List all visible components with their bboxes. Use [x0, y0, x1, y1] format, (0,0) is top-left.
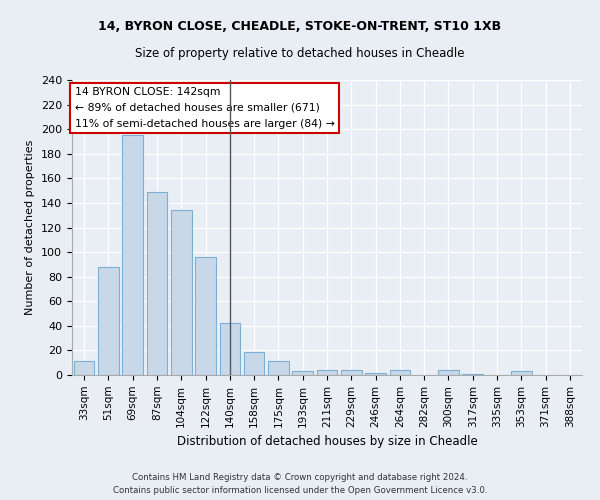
- Y-axis label: Number of detached properties: Number of detached properties: [25, 140, 35, 315]
- Bar: [220, 324, 240, 375]
- Bar: [268, 362, 289, 375]
- Bar: [341, 370, 362, 375]
- Text: 14 BYRON CLOSE: 142sqm
← 89% of detached houses are smaller (671)
11% of semi-de: 14 BYRON CLOSE: 142sqm ← 89% of detached…: [74, 88, 334, 128]
- Bar: [292, 372, 313, 375]
- Bar: [438, 370, 459, 375]
- Bar: [317, 370, 337, 375]
- Bar: [365, 372, 386, 375]
- Bar: [171, 210, 191, 375]
- Bar: [389, 370, 410, 375]
- Bar: [146, 192, 167, 375]
- Bar: [122, 136, 143, 375]
- Text: 14, BYRON CLOSE, CHEADLE, STOKE-ON-TRENT, ST10 1XB: 14, BYRON CLOSE, CHEADLE, STOKE-ON-TRENT…: [98, 20, 502, 33]
- Text: Size of property relative to detached houses in Cheadle: Size of property relative to detached ho…: [135, 48, 465, 60]
- Bar: [511, 372, 532, 375]
- Text: Contains HM Land Registry data © Crown copyright and database right 2024.
Contai: Contains HM Land Registry data © Crown c…: [113, 473, 487, 495]
- X-axis label: Distribution of detached houses by size in Cheadle: Distribution of detached houses by size …: [176, 435, 478, 448]
- Bar: [244, 352, 265, 375]
- Bar: [463, 374, 483, 375]
- Bar: [74, 362, 94, 375]
- Bar: [98, 267, 119, 375]
- Bar: [195, 257, 216, 375]
